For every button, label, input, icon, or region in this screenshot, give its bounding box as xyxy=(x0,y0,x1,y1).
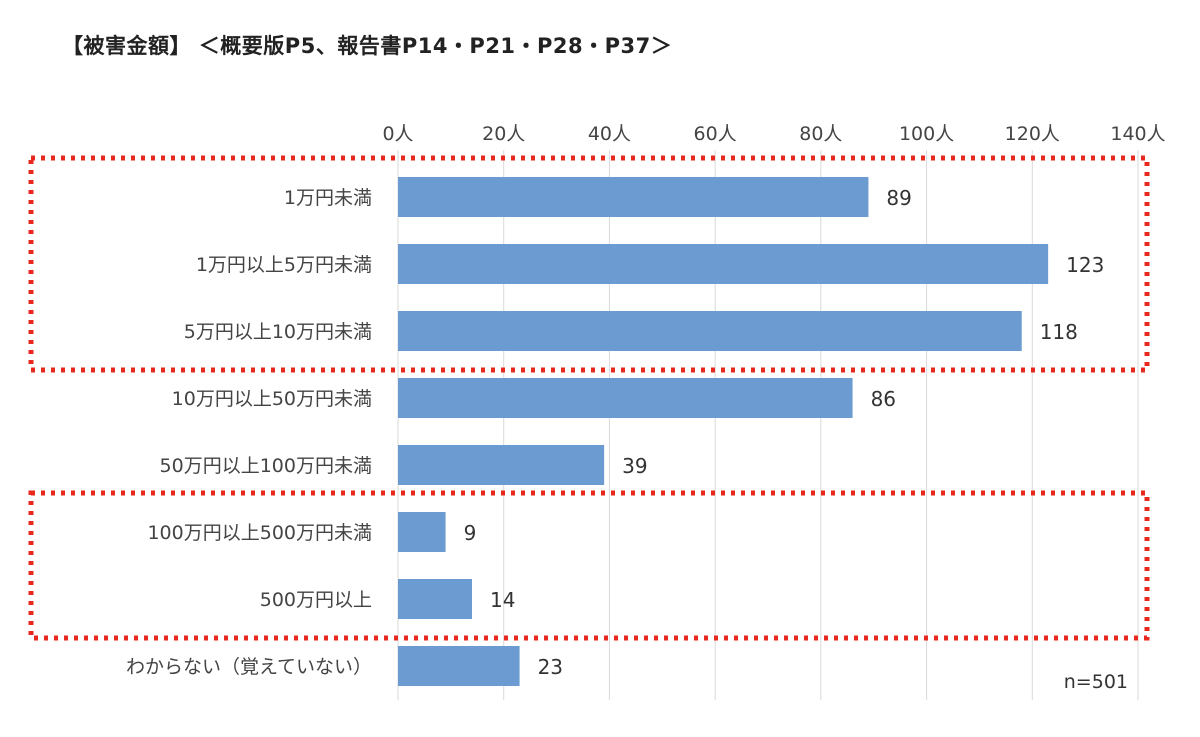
category-label: 10万円以上50万円未満 xyxy=(172,388,372,410)
bar xyxy=(398,646,520,686)
category-label: わからない（覚えていない） xyxy=(126,656,372,678)
data-label: 39 xyxy=(622,454,647,478)
data-label: 23 xyxy=(538,655,563,679)
x-tick-label: 40人 xyxy=(588,123,631,145)
data-label: 123 xyxy=(1066,253,1104,277)
category-label: 50万円以上100万円未満 xyxy=(160,455,372,477)
highlight-box xyxy=(28,490,1150,641)
bar xyxy=(398,177,869,217)
bar xyxy=(398,512,446,552)
category-label: 1万円以上5万円未満 xyxy=(196,254,372,276)
x-tick-label: 0人 xyxy=(382,123,413,145)
chart-title: 【被害金額】 ＜概要版P5、報告書P14・P21・P28・P37＞ xyxy=(62,34,673,58)
category-label: 5万円以上10万円未満 xyxy=(184,321,372,343)
category-label: 500万円以上 xyxy=(260,589,372,611)
data-label: 9 xyxy=(464,521,477,545)
data-label: 14 xyxy=(490,588,515,612)
x-tick-label: 60人 xyxy=(694,123,737,145)
data-label: 86 xyxy=(871,387,896,411)
sample-size-note: n=501 xyxy=(1064,671,1128,693)
bar xyxy=(398,445,605,485)
x-tick-label: 80人 xyxy=(799,123,842,145)
data-label: 89 xyxy=(886,186,911,210)
bar xyxy=(398,378,853,418)
data-label: 118 xyxy=(1040,320,1078,344)
highlight-box xyxy=(28,155,1150,373)
category-label: 100万円以上500万円未満 xyxy=(147,522,372,544)
bar xyxy=(398,579,472,619)
x-tick-label: 140人 xyxy=(1110,123,1165,145)
x-tick-label: 120人 xyxy=(1005,123,1060,145)
bar xyxy=(398,244,1049,284)
x-tick-label: 100人 xyxy=(899,123,954,145)
x-tick-label: 20人 xyxy=(482,123,525,145)
category-label: 1万円未満 xyxy=(284,187,372,209)
bar xyxy=(398,311,1022,351)
